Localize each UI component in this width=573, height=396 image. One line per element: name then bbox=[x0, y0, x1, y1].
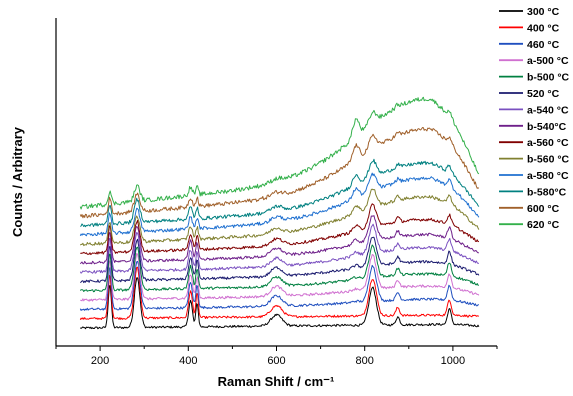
legend-label-1: 400 °C bbox=[527, 22, 560, 34]
legend-label-12: 600 °C bbox=[527, 203, 560, 215]
series-line-11 bbox=[80, 158, 480, 228]
legend-label-13: 620 °C bbox=[527, 219, 560, 231]
series-line-4 bbox=[79, 244, 479, 293]
series-line-10 bbox=[79, 172, 480, 237]
legend-label-7: b-540°C bbox=[527, 121, 567, 133]
series-line-2 bbox=[79, 260, 479, 311]
legend-label-6: a-540 °C bbox=[527, 104, 569, 116]
series-line-12 bbox=[79, 127, 480, 219]
legend-label-0: 300 °C bbox=[527, 6, 560, 18]
legend-label-5: 520 °C bbox=[527, 88, 560, 100]
legend: 300 °C 400 °C 460 °C a-500 °C b-500 °C 520 °C… bbox=[499, 6, 570, 231]
legend-label-4: b-500 °C bbox=[527, 72, 570, 84]
x-tick-label: 600 bbox=[267, 355, 285, 367]
series-line-7 bbox=[79, 215, 479, 265]
x-axis-title: Raman Shift / cm⁻¹ bbox=[218, 374, 335, 389]
series-line-8 bbox=[80, 203, 480, 256]
legend-label-10: a-580 °C bbox=[527, 170, 569, 182]
series-line-5 bbox=[79, 236, 480, 284]
x-tick-label: 400 bbox=[179, 355, 197, 367]
series-line-9 bbox=[79, 188, 480, 247]
series-line-3 bbox=[80, 253, 480, 302]
legend-label-11: b-580°C bbox=[527, 186, 567, 198]
y-axis-title: Counts / Arbitrary bbox=[10, 126, 25, 237]
legend-label-2: 460 °C bbox=[527, 39, 560, 51]
x-axis: 200 400 600 800 1000 bbox=[55, 345, 498, 367]
series-line-0 bbox=[79, 277, 480, 330]
x-tick-label: 1000 bbox=[441, 355, 465, 367]
legend-label-9: b-560 °C bbox=[527, 154, 570, 166]
series-line-1 bbox=[79, 266, 479, 321]
series-line-6 bbox=[79, 223, 479, 274]
legend-label-3: a-500 °C bbox=[527, 55, 569, 67]
plot-area bbox=[79, 96, 480, 330]
x-tick-label: 800 bbox=[356, 355, 374, 367]
legend-label-8: a-560 °C bbox=[527, 137, 569, 149]
x-tick-label: 200 bbox=[91, 355, 109, 367]
series-line-13 bbox=[79, 96, 480, 210]
